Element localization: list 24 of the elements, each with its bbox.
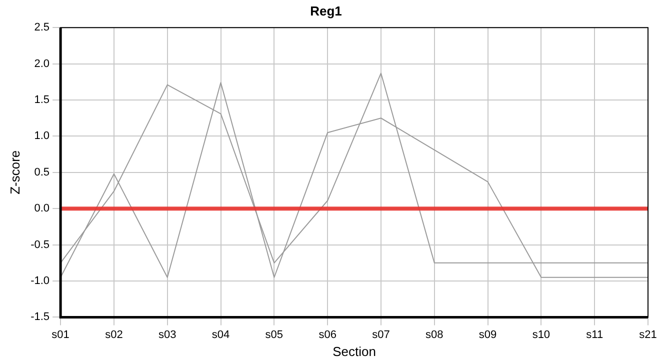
y-tick-label: 0.0	[34, 202, 50, 215]
x-tick-label: s06	[318, 328, 336, 341]
chart-title: Reg1	[310, 3, 342, 18]
x-tick-label: s04	[212, 328, 230, 341]
x-tick-label: s08	[426, 328, 444, 341]
x-tick-label: s11	[586, 328, 604, 341]
y-tick-label: -0.5	[30, 238, 50, 251]
x-tick-label: s09	[478, 328, 497, 341]
y-tick-label: 0.5	[34, 166, 50, 178]
x-tick-label: s01	[52, 328, 70, 341]
x-tick-label: s07	[372, 328, 390, 341]
x-tick-label: s03	[158, 328, 176, 341]
x-tick-label: s10	[532, 328, 550, 341]
y-tick-label: -1.0	[30, 275, 50, 288]
y-tick-label: 1.5	[34, 94, 50, 106]
y-tick-label: 2.5	[34, 22, 50, 34]
x-tick-label: s21	[639, 328, 657, 341]
x-tick-label: s05	[265, 328, 284, 341]
x-tick-label: s02	[105, 328, 123, 341]
y-axis-title: Z-score	[7, 150, 22, 194]
x-axis-title: Section	[332, 344, 376, 359]
y-tick-label: 2.0	[34, 58, 50, 70]
y-tick-label: -1.5	[30, 311, 50, 324]
y-tick-label: 1.0	[34, 130, 50, 142]
